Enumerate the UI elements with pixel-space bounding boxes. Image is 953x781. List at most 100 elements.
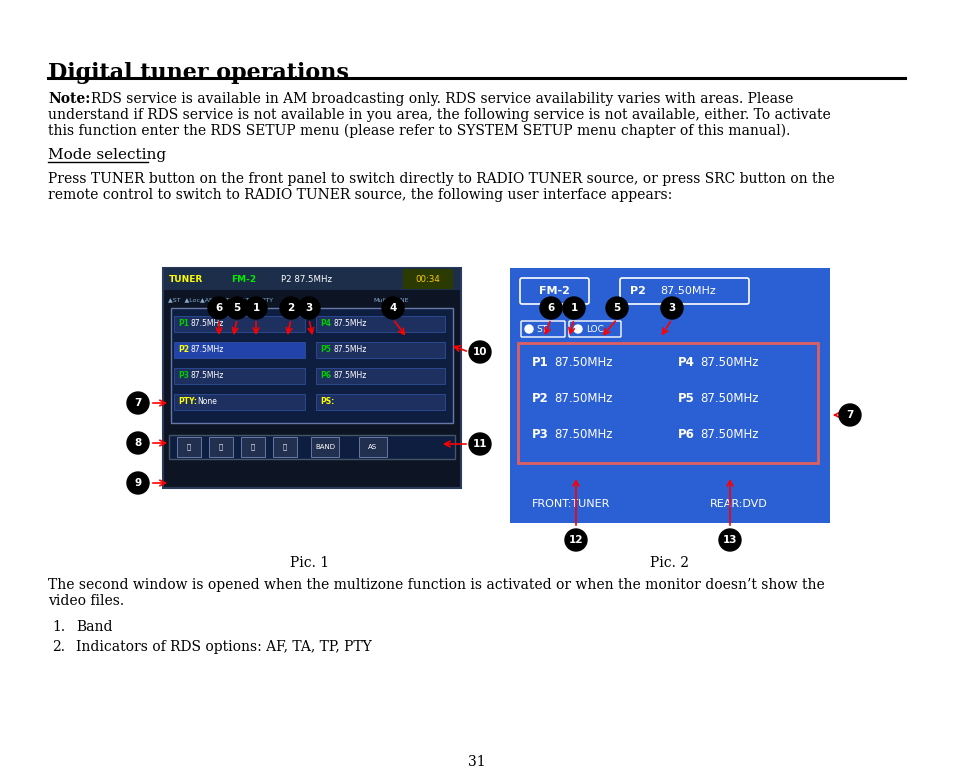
Text: 87.5MHz: 87.5MHz — [191, 319, 224, 329]
Text: 3: 3 — [668, 303, 675, 313]
Text: AS: AS — [368, 444, 377, 450]
Text: RDS service is available in AM broadcasting only. RDS service availability varie: RDS service is available in AM broadcast… — [91, 92, 793, 106]
FancyBboxPatch shape — [520, 321, 564, 337]
Text: P1: P1 — [532, 356, 548, 369]
Bar — [173, 394, 305, 410]
Circle shape — [564, 529, 586, 551]
Text: 4: 4 — [389, 303, 396, 313]
Text: REAR:DVD: REAR:DVD — [709, 499, 767, 509]
Text: P6: P6 — [678, 429, 694, 441]
Circle shape — [605, 297, 627, 319]
Circle shape — [660, 297, 682, 319]
Text: 1: 1 — [253, 303, 259, 313]
Text: P2 87.5MHz: P2 87.5MHz — [281, 274, 332, 284]
Text: 87.5MHz: 87.5MHz — [191, 372, 224, 380]
Text: LOC: LOC — [585, 324, 603, 333]
Text: 5: 5 — [613, 303, 620, 313]
Text: 6: 6 — [547, 303, 554, 313]
Bar — [315, 316, 444, 332]
Text: FM-2: FM-2 — [538, 286, 569, 296]
Text: 12: 12 — [568, 535, 582, 545]
Text: Mode selecting: Mode selecting — [48, 148, 166, 162]
Text: 00:34: 00:34 — [416, 274, 440, 284]
Text: video files.: video files. — [48, 594, 124, 608]
Circle shape — [208, 297, 230, 319]
Circle shape — [719, 529, 740, 551]
Circle shape — [280, 297, 302, 319]
Text: 87.5MHz: 87.5MHz — [334, 319, 367, 329]
Bar — [402, 269, 453, 289]
Circle shape — [574, 325, 581, 333]
Circle shape — [127, 392, 149, 414]
Circle shape — [469, 433, 491, 455]
Bar — [173, 342, 305, 358]
Text: The second window is opened when the multizone function is activated or when the: The second window is opened when the mul… — [48, 578, 824, 592]
Text: BAND: BAND — [314, 444, 335, 450]
Circle shape — [297, 297, 319, 319]
Circle shape — [245, 297, 267, 319]
Text: 5: 5 — [233, 303, 240, 313]
Text: P5: P5 — [319, 345, 331, 355]
Text: Note:: Note: — [48, 92, 91, 106]
Text: 87.5MHz: 87.5MHz — [191, 345, 224, 355]
Text: P2: P2 — [629, 286, 645, 296]
Text: 87.50MHz: 87.50MHz — [700, 393, 758, 405]
Text: Band: Band — [76, 620, 112, 634]
Bar — [173, 316, 305, 332]
Text: this function enter the RDS SETUP menu (please refer to SYSTEM SETUP menu chapte: this function enter the RDS SETUP menu (… — [48, 124, 789, 138]
Bar — [517, 343, 817, 463]
Text: P4: P4 — [678, 356, 694, 369]
Text: 1: 1 — [570, 303, 577, 313]
Text: P1: P1 — [178, 319, 189, 329]
Text: 7: 7 — [134, 398, 142, 408]
Text: ⏮: ⏮ — [187, 444, 191, 451]
Text: 11: 11 — [473, 439, 487, 449]
Text: ST: ST — [536, 324, 547, 333]
Text: ⏩: ⏩ — [283, 444, 287, 451]
Bar — [315, 394, 444, 410]
Text: 13: 13 — [722, 535, 737, 545]
Text: TUNER: TUNER — [169, 274, 203, 284]
Circle shape — [562, 297, 584, 319]
Bar — [311, 437, 338, 457]
Bar — [209, 437, 233, 457]
Text: FM-2: FM-2 — [231, 274, 255, 284]
Text: 87.50MHz: 87.50MHz — [554, 393, 612, 405]
FancyBboxPatch shape — [568, 321, 620, 337]
Text: P6: P6 — [319, 372, 331, 380]
Text: ⏭: ⏭ — [218, 444, 223, 451]
Text: understand if RDS service is not available in you area, the following service is: understand if RDS service is not availab… — [48, 108, 830, 122]
Text: 3: 3 — [305, 303, 313, 313]
Text: Press TUNER button on the front panel to switch directly to RADIO TUNER source, : Press TUNER button on the front panel to… — [48, 172, 834, 186]
Text: FRONT:TUNER: FRONT:TUNER — [532, 499, 610, 509]
Bar — [163, 268, 460, 488]
Circle shape — [469, 341, 491, 363]
Bar — [177, 437, 201, 457]
Text: P3: P3 — [532, 429, 548, 441]
Text: 7: 7 — [845, 410, 853, 420]
Text: 87.5MHz: 87.5MHz — [334, 372, 367, 380]
Text: Pic. 2: Pic. 2 — [650, 556, 689, 570]
Text: PTY:: PTY: — [178, 398, 196, 406]
Text: 8: 8 — [134, 438, 141, 448]
Text: ⏪: ⏪ — [251, 444, 254, 451]
Text: ▲ST  ▲Loc▲AF  ▲1TA  ▲1TP  ▲PTY: ▲ST ▲Loc▲AF ▲1TA ▲1TP ▲PTY — [168, 298, 273, 302]
Bar — [510, 268, 829, 523]
Circle shape — [381, 297, 403, 319]
Text: 2.: 2. — [52, 640, 65, 654]
Text: P5: P5 — [678, 393, 694, 405]
Bar — [315, 342, 444, 358]
FancyBboxPatch shape — [519, 278, 588, 304]
Text: 1.: 1. — [52, 620, 65, 634]
Text: P4: P4 — [319, 319, 331, 329]
Text: 10: 10 — [473, 347, 487, 357]
Text: P2: P2 — [532, 393, 548, 405]
Circle shape — [539, 297, 561, 319]
Text: 87.50MHz: 87.50MHz — [700, 356, 758, 369]
Bar — [358, 437, 387, 457]
Text: P2: P2 — [178, 345, 189, 355]
Bar — [273, 437, 296, 457]
Circle shape — [226, 297, 248, 319]
Text: P3: P3 — [178, 372, 189, 380]
Text: 87.50MHz: 87.50MHz — [700, 429, 758, 441]
